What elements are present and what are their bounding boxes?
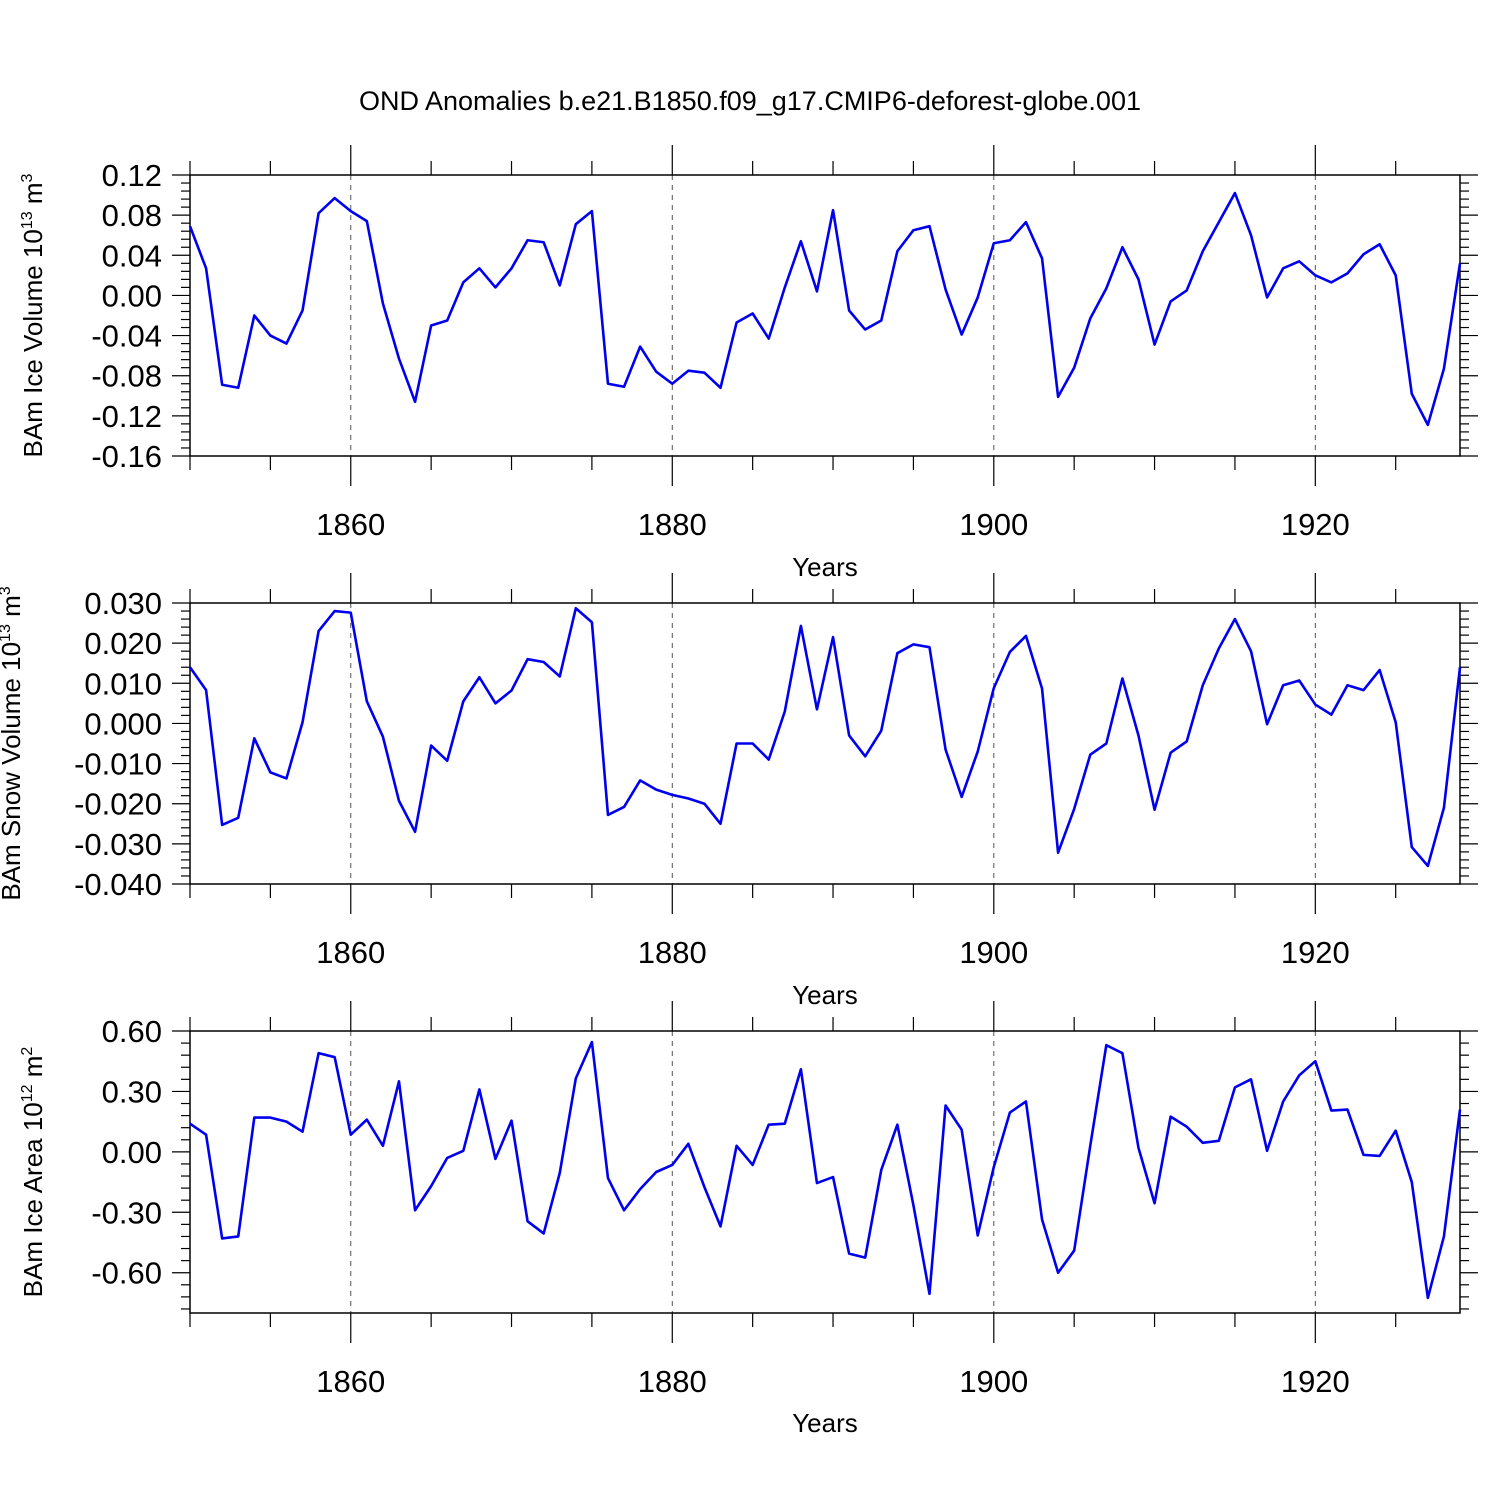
y-axis-title: BAm Ice Volume 1013 m3: [18, 173, 48, 457]
y-tick-label: 0.020: [84, 626, 162, 661]
panel-ice-area: 0.60 0.30 0.00 -0.30 -0.60 1860 1880 1900 1920 Ye…: [18, 1001, 1478, 1438]
y-tick-label: -0.010: [74, 747, 162, 782]
plot-frame: [189, 174, 1461, 457]
y-tick-label: -0.60: [91, 1256, 162, 1291]
x-tick-label: 1920: [1281, 1364, 1350, 1399]
y-tick-label: 0.00: [102, 278, 162, 313]
x-tick-label: 1900: [959, 1364, 1028, 1399]
chart-main-title: OND Anomalies b.e21.B1850.f09_g17.CMIP6-…: [359, 86, 1141, 116]
x-tick-label: 1920: [1281, 935, 1350, 970]
series-line: [188, 606, 1462, 868]
x-tick-label: 1880: [638, 1364, 707, 1399]
plot-frame: [189, 1030, 1461, 1314]
x-tick-label: 1920: [1281, 507, 1350, 542]
y-tick-label: 0.04: [102, 238, 162, 273]
x-tick-label: 1860: [316, 935, 385, 970]
series-line: [188, 191, 1462, 427]
x-tick-label: 1860: [316, 1364, 385, 1399]
y-tick-label: -0.12: [91, 399, 162, 434]
y-tick-label: 0.08: [102, 198, 162, 233]
x-tick-label: 1880: [638, 507, 707, 542]
y-tick-label: 0.60: [102, 1014, 162, 1049]
x-axis-title: Years: [792, 1408, 858, 1438]
y-tick-label: -0.30: [91, 1195, 162, 1230]
x-tick-label: 1880: [638, 935, 707, 970]
x-tick-label: 1900: [959, 935, 1028, 970]
plot-frame: [189, 602, 1461, 885]
y-tick-label: 0.000: [84, 706, 162, 741]
x-tick-label: 1860: [316, 507, 385, 542]
y-tick-label: -0.030: [74, 827, 162, 862]
y-tick-label: 0.30: [102, 1074, 162, 1109]
y-tick-label: 0.00: [102, 1135, 162, 1170]
y-tick-label: -0.08: [91, 359, 162, 394]
y-tick-label: -0.04: [91, 319, 162, 354]
y-tick-label: 0.12: [102, 158, 162, 193]
panel-snow-volume: 0.030 0.020 0.010 0.000 -0.010 -0.020 -0.030 -0…: [0, 573, 1478, 1010]
series-line: [189, 1040, 1462, 1300]
x-tick-label: 1900: [959, 507, 1028, 542]
y-tick-label: -0.020: [74, 787, 162, 822]
y-tick-label: -0.040: [74, 867, 162, 902]
y-tick-label: 0.030: [84, 586, 162, 621]
panel-ice-volume: 0.12 0.08 0.04 0.00 -0.04 -0.08 -0.12 -0.16 1860…: [18, 145, 1478, 582]
x-axis-title: Years: [792, 980, 858, 1010]
y-axis-title: BAm Ice Area 1012 m2: [18, 1047, 48, 1298]
x-axis-title: Years: [792, 552, 858, 582]
y-axis-title: BAm Snow Volume 1013 m3: [0, 586, 26, 900]
y-tick-label: -0.16: [91, 439, 162, 474]
y-tick-label: 0.010: [84, 666, 162, 701]
